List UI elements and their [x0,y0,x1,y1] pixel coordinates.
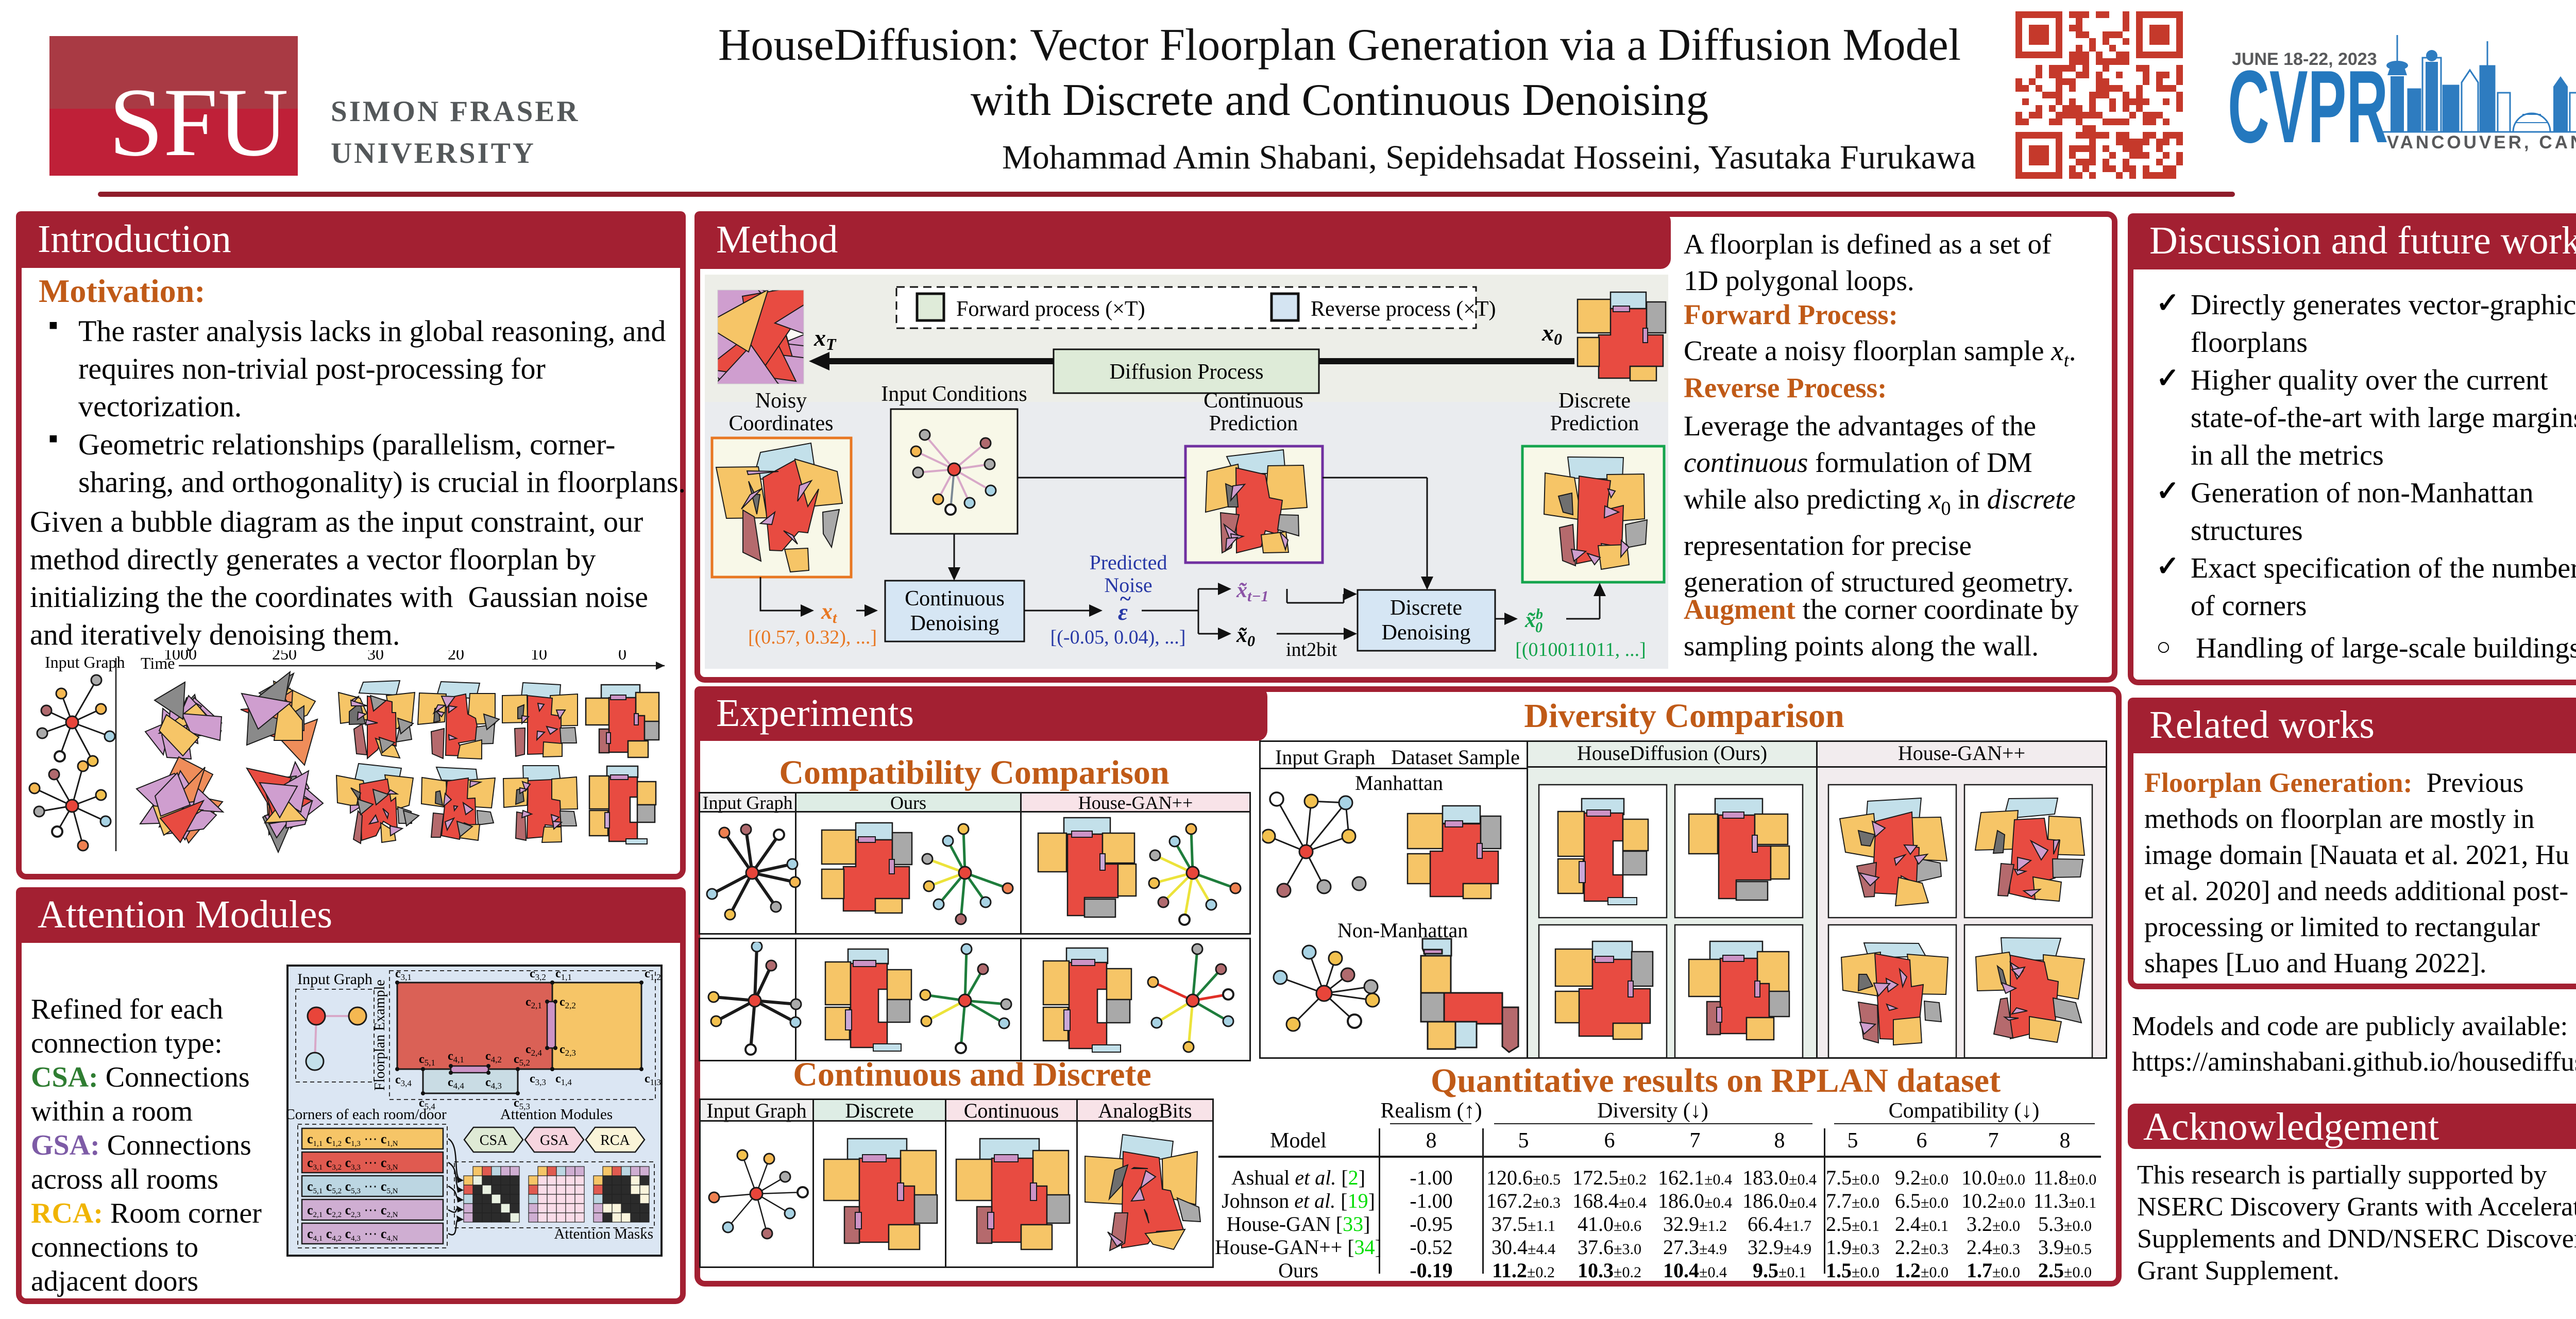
svg-text:Attention Masks: Attention Masks [554,1226,653,1242]
svg-text:c4,4: c4,4 [448,1076,464,1091]
svg-text:~: ~ [1120,587,1131,610]
svg-text:c5,2: c5,2 [514,1053,530,1068]
svg-text:Diffusion Process: Diffusion Process [1109,360,1263,384]
svg-text:Attention Modules: Attention Modules [500,1106,613,1123]
svg-text:c1,3: c1,3 [645,1072,661,1087]
svg-text:1000: 1000 [164,650,197,663]
svg-text:c5,4: c5,4 [419,1096,435,1111]
svg-text:30: 30 [367,650,384,663]
svg-text:CSA: CSA [480,1132,508,1148]
svg-text:GSA: GSA [540,1132,569,1148]
svg-text:Discrete: Discrete [1390,596,1462,620]
svg-text:c2,1 c2,2 c2,3 ⋯ c2,N: c2,1 c2,2 c2,3 ⋯ c2,N [307,1203,398,1219]
svg-text:Reverse process (×T): Reverse process (×T) [1311,297,1496,321]
svg-text:CVPR: CVPR [2228,49,2388,164]
svg-text:Noisy: Noisy [755,389,807,413]
svg-text:c3,1: c3,1 [395,967,412,982]
svg-text:Prediction: Prediction [1550,412,1639,435]
svg-text:Continuous: Continuous [905,587,1005,611]
svg-text:Prediction: Prediction [1209,412,1298,435]
svg-text:c5,3: c5,3 [514,1096,530,1111]
svg-text:Forward process (×T): Forward process (×T) [956,297,1145,321]
svg-text:0: 0 [618,650,626,663]
svg-text:[(010011011, ...]: [(010011011, ...] [1515,639,1646,661]
svg-text:c1,1: c1,1 [555,967,572,982]
svg-text:c2,4: c2,4 [526,1043,542,1058]
svg-text:JUNE 18-22, 2023: JUNE 18-22, 2023 [2232,49,2377,69]
svg-text:VANCOUVER, CANADA: VANCOUVER, CANADA [2387,132,2576,153]
svg-text:c3,3: c3,3 [530,1072,546,1087]
svg-text:Discrete: Discrete [1558,389,1631,413]
svg-text:c2,3: c2,3 [560,1043,576,1058]
svg-text:[(-0.05, 0.04), ...]: [(-0.05, 0.04), ...] [1050,627,1186,648]
svg-text:Input Graph: Input Graph [45,653,125,671]
svg-text:c3,4: c3,4 [395,1073,412,1088]
svg-text:Denoising: Denoising [910,612,999,635]
svg-text:[(0.57, 0.32), ...]: [(0.57, 0.32), ...] [748,627,877,648]
svg-text:c3,2: c3,2 [530,967,546,982]
svg-text:10: 10 [531,650,547,663]
svg-text:c1,2: c1,2 [645,967,661,982]
svg-text:c3,1 c3,2 c3,3 ⋯ c3,N: c3,1 c3,2 c3,3 ⋯ c3,N [307,1155,398,1172]
svg-text:250: 250 [272,650,297,663]
svg-text:c4,2: c4,2 [485,1050,502,1064]
svg-text:Coordinates: Coordinates [729,412,834,435]
svg-text:c4,1 c4,2 c4,3 ⋯ c4,N: c4,1 c4,2 c4,3 ⋯ c4,N [307,1226,398,1243]
svg-text:Input Graph: Input Graph [297,971,372,988]
svg-text:RCA: RCA [600,1132,630,1148]
svg-text:Corners of each room/door: Corners of each room/door [286,1106,447,1123]
svg-text:c5,1 c5,2 c5,3 ⋯ c5,N: c5,1 c5,2 c5,3 ⋯ c5,N [307,1179,398,1195]
svg-text:Input Conditions: Input Conditions [881,382,1027,406]
svg-text:Floorplan Example: Floorplan Example [372,979,388,1090]
svg-text:Time: Time [141,654,175,672]
svg-text:int2bit: int2bit [1286,639,1337,661]
svg-text:Noise: Noise [1104,573,1152,597]
svg-text:c1,1 c1,2 c1,3 ⋯ c1,N: c1,1 c1,2 c1,3 ⋯ c1,N [307,1131,398,1148]
svg-text:x̃b0: x̃b 0 [1524,606,1543,636]
svg-text:Predicted: Predicted [1089,551,1167,574]
svg-text:Denoising: Denoising [1382,621,1471,645]
svg-text:c5,1: c5,1 [419,1053,435,1068]
svg-text:c4,1: c4,1 [448,1050,464,1064]
svg-text:20: 20 [448,650,464,663]
svg-text:c1,4: c1,4 [555,1072,572,1087]
svg-text:c2,2: c2,2 [560,995,576,1010]
svg-text:ε: ε [1118,599,1128,625]
svg-text:Continuous: Continuous [1204,389,1303,413]
svg-text:c2,1: c2,1 [526,995,542,1010]
svg-text:c4,3: c4,3 [485,1076,502,1091]
